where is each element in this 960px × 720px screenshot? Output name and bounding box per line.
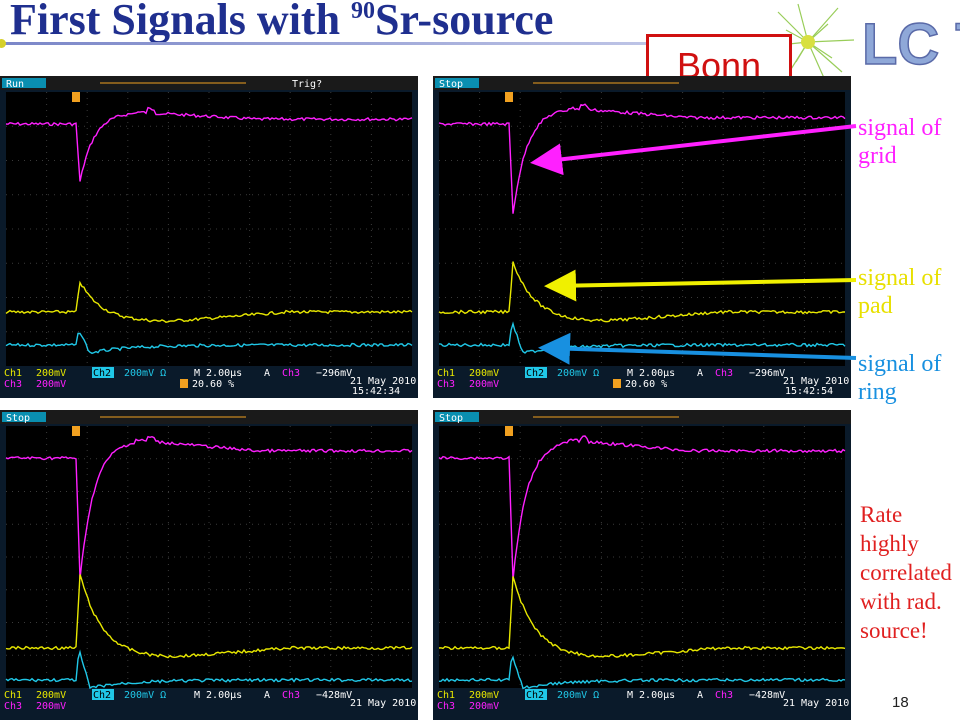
timebase: M 2.00µs bbox=[627, 368, 675, 379]
trigger-channel: A bbox=[697, 690, 703, 701]
trace-ring bbox=[5, 649, 413, 690]
ch3-label: Ch3 bbox=[4, 701, 22, 712]
trace-ring bbox=[438, 655, 846, 690]
trace-grid bbox=[5, 106, 413, 182]
percent-marker bbox=[180, 379, 188, 388]
trigger-marker bbox=[505, 92, 513, 102]
trigger-level: −428mV bbox=[316, 690, 352, 701]
trigger-level: −428mV bbox=[749, 690, 785, 701]
ch2-scale: 200mV Ω bbox=[124, 368, 166, 379]
trace-grid bbox=[438, 435, 846, 581]
ch1-scale: 200mV bbox=[36, 690, 66, 701]
scope-state: Run bbox=[6, 79, 24, 90]
scope-date: 21 May 2010 bbox=[350, 376, 416, 387]
trigger-source: Ch3 bbox=[282, 368, 300, 379]
ch2-box bbox=[92, 367, 114, 378]
trigger-position: 20.60 % bbox=[625, 379, 667, 390]
trigger-source: Ch3 bbox=[715, 368, 733, 379]
ch2-label: Ch2 bbox=[526, 690, 544, 701]
scope-time: 15:42:34 bbox=[352, 386, 400, 397]
ch2-box bbox=[92, 689, 114, 700]
state-badge bbox=[435, 78, 479, 88]
ch2-label: Ch2 bbox=[93, 368, 111, 379]
trace-pad bbox=[5, 574, 413, 659]
ch3-scale: 200mV bbox=[469, 701, 499, 712]
scope-state: Stop bbox=[6, 413, 30, 424]
trigger-marker bbox=[505, 426, 513, 436]
trigger-source: Ch3 bbox=[282, 690, 300, 701]
timebase: M 2.00µs bbox=[194, 690, 242, 701]
ch1-label: Ch1 bbox=[4, 368, 22, 379]
state-badge bbox=[435, 412, 479, 422]
trace-pad bbox=[438, 261, 845, 323]
ch3-scale: 200mV bbox=[36, 701, 66, 712]
trigger-status: Trig? bbox=[292, 79, 322, 90]
slide-title: First Signals with 90Sr-source bbox=[10, 0, 554, 44]
underline-dot-left bbox=[0, 39, 6, 48]
ch1-scale: 200mV bbox=[469, 690, 499, 701]
label-pad: signal of pad bbox=[858, 265, 942, 319]
state-badge bbox=[2, 412, 46, 422]
trace-grid bbox=[5, 435, 413, 580]
ch3-label: Ch3 bbox=[437, 701, 455, 712]
scope-1: Run Trig? Ch1 200mV Ch2 200mV Ω M 2.00µs A Ch3 −2… bbox=[0, 76, 418, 398]
ch2-scale: 200mV Ω bbox=[124, 690, 166, 701]
ch3-label: Ch3 bbox=[437, 379, 455, 390]
timebase: M 2.00µs bbox=[194, 368, 242, 379]
ch2-scale: 200mV Ω bbox=[557, 690, 599, 701]
trace-pad bbox=[438, 576, 846, 658]
trigger-position: 20.60 % bbox=[192, 379, 234, 390]
trigger-channel: A bbox=[697, 368, 703, 379]
trace-pad bbox=[5, 280, 413, 323]
trigger-source: Ch3 bbox=[715, 690, 733, 701]
trigger-marker bbox=[72, 92, 80, 102]
ch2-label: Ch2 bbox=[93, 690, 111, 701]
ch3-scale: 200mV bbox=[469, 379, 499, 390]
ch3-label: Ch3 bbox=[4, 379, 22, 390]
scope-grid bbox=[6, 92, 412, 366]
trace-grid bbox=[438, 103, 846, 214]
ch1-label: Ch1 bbox=[4, 690, 22, 701]
ch3-scale: 200mV bbox=[36, 379, 66, 390]
ch1-label: Ch1 bbox=[437, 690, 455, 701]
scope-time: 15:42:54 bbox=[785, 386, 833, 397]
scope-3: Stop Ch1 200mV Ch2 200mV Ω M 2.00µs A Ch3 −428mV… bbox=[0, 410, 418, 720]
ch2-label: Ch2 bbox=[526, 368, 544, 379]
title-underline bbox=[0, 42, 690, 45]
page-number: 18 bbox=[892, 694, 909, 711]
ch2-box bbox=[525, 367, 547, 378]
percent-marker bbox=[613, 379, 621, 388]
lctpc-logo: LC TPC bbox=[769, 3, 960, 79]
scope-date: 21 May 2010 bbox=[783, 698, 849, 709]
scope-state: Stop bbox=[439, 79, 463, 90]
trace-ring bbox=[5, 332, 413, 355]
ch2-scale: 200mV Ω bbox=[557, 368, 599, 379]
scope-date: 21 May 2010 bbox=[350, 698, 416, 709]
timebase: M 2.00µs bbox=[627, 690, 675, 701]
trigger-channel: A bbox=[264, 368, 270, 379]
scope-2: Stop Ch1 200mV Ch2 200mV Ω M 2.00µs A Ch3 −296mV… bbox=[433, 76, 851, 398]
ch2-box bbox=[525, 689, 547, 700]
trigger-level: −296mV bbox=[316, 368, 352, 379]
scope-screen bbox=[439, 426, 845, 688]
label-ring: signal of ring bbox=[858, 351, 942, 405]
ch1-label: Ch1 bbox=[437, 368, 455, 379]
logo-text: LC TPC bbox=[862, 12, 960, 77]
trigger-marker bbox=[72, 426, 80, 436]
state-badge bbox=[2, 78, 46, 88]
scope-screen bbox=[6, 426, 412, 688]
trigger-channel: A bbox=[264, 690, 270, 701]
ch1-scale: 200mV bbox=[36, 368, 66, 379]
rate-note: Rate highly correlated with rad. source! bbox=[860, 502, 952, 643]
scope-date: 21 May 2010 bbox=[783, 376, 849, 387]
scope-state: Stop bbox=[439, 413, 463, 424]
ch1-scale: 200mV bbox=[469, 368, 499, 379]
trigger-level: −296mV bbox=[749, 368, 785, 379]
scope-4: Stop Ch1 200mV Ch2 200mV Ω M 2.00µs A Ch3 −428mV… bbox=[433, 410, 851, 720]
label-grid: signal of grid bbox=[858, 115, 942, 169]
